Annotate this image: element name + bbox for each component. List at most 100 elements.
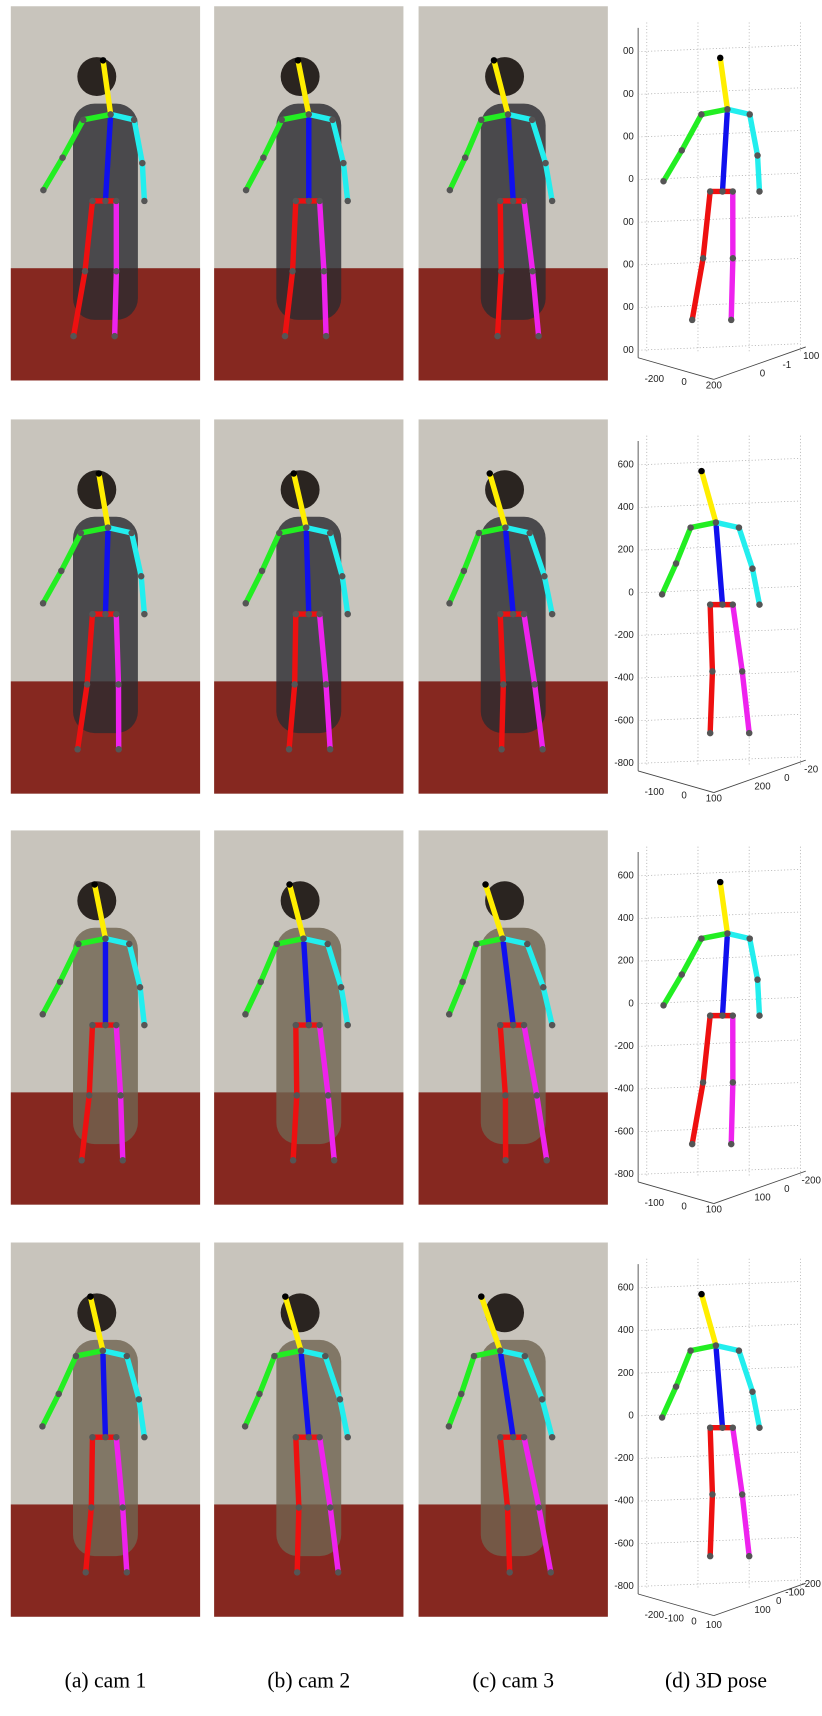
- skeleton-joint: [707, 188, 713, 194]
- skeleton-joint: [141, 1022, 147, 1028]
- skeleton-joint: [105, 524, 111, 530]
- skeleton-bone: [703, 191, 710, 258]
- skeleton-joint: [293, 1434, 299, 1440]
- skeleton-bone: [701, 933, 727, 938]
- skeleton-joint: [137, 984, 143, 990]
- skeleton-bone: [500, 201, 501, 271]
- skeleton-joint: [141, 198, 147, 204]
- skeleton-bone: [739, 528, 753, 569]
- skeleton-joint: [660, 1002, 666, 1008]
- plot-grid-line: [638, 912, 800, 918]
- skeleton-joint: [323, 333, 329, 339]
- skeleton-joint: [534, 1092, 540, 1098]
- skeleton-bone: [115, 271, 117, 336]
- skeleton-joint: [279, 117, 285, 123]
- skeleton-joint: [113, 198, 119, 204]
- skeleton-bone: [662, 564, 676, 595]
- skeleton-joint: [713, 1342, 719, 1348]
- skeleton-joint: [471, 1353, 477, 1359]
- skeleton-bone: [758, 980, 760, 1016]
- skeleton-bone: [91, 1437, 92, 1507]
- skeleton-bone: [296, 1025, 297, 1095]
- skeleton-joint: [707, 1012, 713, 1018]
- y-tick-label: -200: [614, 1453, 634, 1464]
- skeleton-bone: [502, 684, 504, 749]
- y-tick-label: -400: [614, 1084, 634, 1095]
- skeleton-bone: [750, 939, 758, 980]
- skeleton-joint: [242, 1423, 248, 1429]
- skeleton-joint: [78, 530, 84, 536]
- skeleton-joint: [510, 1434, 516, 1440]
- skeleton-joint: [120, 1157, 126, 1163]
- skeleton-joint: [242, 1011, 248, 1017]
- skeleton-bone: [742, 1495, 749, 1557]
- y-tick-label: -800: [614, 1581, 634, 1592]
- skeleton-joint: [339, 573, 345, 579]
- skeleton-joint: [707, 1553, 713, 1559]
- skeleton-joint: [306, 111, 312, 117]
- skeleton-joint: [87, 1293, 93, 1299]
- camera-view: [419, 419, 608, 793]
- y-tick-label: -200: [614, 630, 634, 641]
- skeleton-bone: [295, 614, 296, 684]
- plot-grid-line: [638, 344, 800, 350]
- skeleton-joint: [293, 611, 299, 617]
- skeleton-joint: [316, 198, 322, 204]
- camera-view: [11, 1243, 200, 1617]
- skeleton-bone: [716, 522, 723, 604]
- skeleton-joint: [494, 333, 500, 339]
- skeleton-joint: [500, 935, 506, 941]
- skeleton-joint: [344, 1434, 350, 1440]
- skeleton-joint: [719, 1012, 725, 1018]
- skeleton-joint: [521, 1434, 527, 1440]
- skeleton-bone: [716, 1346, 739, 1351]
- skeleton-joint: [549, 198, 555, 204]
- x-tick-label: 100: [706, 794, 723, 805]
- skeleton-bone: [691, 522, 716, 527]
- skeleton-bone: [702, 471, 716, 522]
- skeleton-joint: [78, 1157, 84, 1163]
- caption: (c) cam 3: [472, 1669, 554, 1693]
- plot-grid-line: [638, 1580, 800, 1586]
- skeleton-joint: [535, 333, 541, 339]
- skeleton-joint: [739, 668, 745, 674]
- plot-grid-line: [638, 258, 800, 264]
- skeleton-bone: [664, 150, 682, 181]
- skeleton-joint: [102, 198, 108, 204]
- skeleton-joint: [728, 317, 734, 323]
- x-tick-label: -200: [645, 374, 665, 385]
- skeleton-joint: [746, 730, 752, 736]
- skeleton-joint: [749, 1389, 755, 1395]
- skeleton-joint: [329, 117, 335, 123]
- camera-view: [11, 830, 200, 1204]
- skeleton-joint: [689, 1141, 695, 1147]
- skeleton-bone: [703, 1016, 710, 1083]
- skeleton-bone: [731, 1082, 733, 1144]
- skeleton-joint: [728, 1141, 734, 1147]
- y-tick-label: -800: [614, 758, 634, 769]
- skeleton-joint: [102, 1434, 108, 1440]
- skeleton-bone: [121, 1095, 123, 1160]
- skeleton-joint: [306, 198, 312, 204]
- skeleton-joint: [673, 560, 679, 566]
- skeleton-joint: [128, 530, 134, 536]
- skeleton-joint: [113, 1434, 119, 1440]
- x-tick-label: -100: [645, 787, 665, 798]
- skeleton-joint: [739, 1491, 745, 1497]
- skeleton-joint: [497, 198, 503, 204]
- camera-view: [214, 830, 403, 1204]
- plot-grid-line: [638, 1040, 800, 1046]
- skeleton-joint: [756, 1012, 762, 1018]
- x-tick-label: 200: [706, 380, 723, 391]
- skeleton-joint: [102, 1022, 108, 1028]
- skeleton-joint: [139, 160, 145, 166]
- skeleton-joint: [521, 1022, 527, 1028]
- skeleton-joint: [447, 187, 453, 193]
- z-tick-label: -200: [801, 1579, 821, 1590]
- plot-grid-line: [638, 1324, 800, 1330]
- y-tick-label: 200: [618, 545, 635, 556]
- camera-view: [11, 419, 200, 793]
- y-tick-label: 400: [618, 1325, 635, 1336]
- skeleton-joint: [521, 611, 527, 617]
- y-tick-label: 600: [618, 459, 635, 470]
